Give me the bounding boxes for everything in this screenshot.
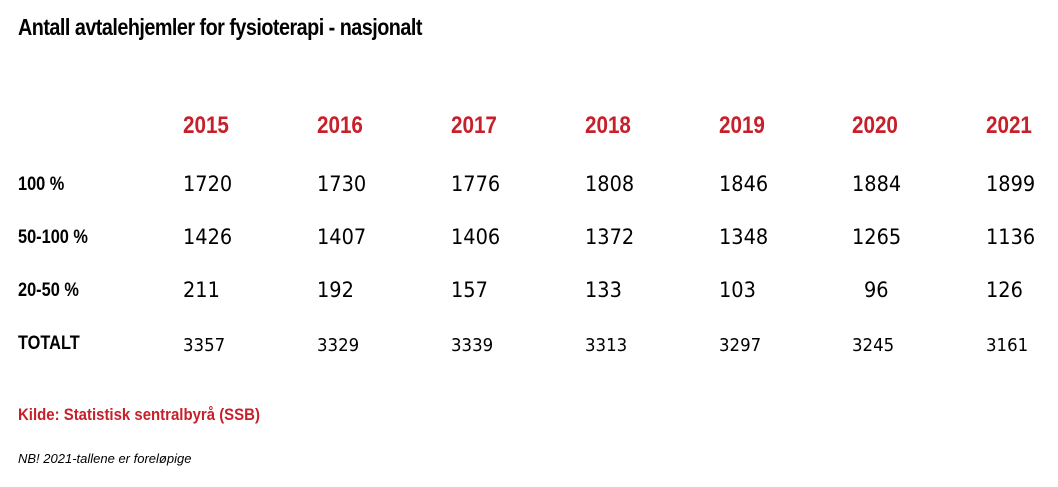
row-label: 100 % <box>18 174 65 195</box>
row-label: 50-100 % <box>18 227 88 248</box>
column-header: 2016 <box>317 112 363 139</box>
source-text: Kilde: Statistisk sentralbyrå (SSB) <box>18 405 260 424</box>
note-text: NB! 2021-tallene er foreløpige <box>18 451 192 466</box>
table-cell: 3313 <box>585 335 628 356</box>
table-cell: 1265 <box>852 225 902 249</box>
table-cell: 1720 <box>183 172 233 196</box>
table-cell: 3297 <box>719 335 762 356</box>
table-cell: 96 <box>864 278 889 302</box>
table-cell: 1884 <box>852 172 902 196</box>
table-cell: 3329 <box>317 335 360 356</box>
table-cell: 1899 <box>986 172 1036 196</box>
table-cell: 1406 <box>451 225 501 249</box>
table-cell: 1372 <box>585 225 635 249</box>
table-cell: 1776 <box>451 172 501 196</box>
table-cell: 3161 <box>986 335 1029 356</box>
table-cell: 3245 <box>852 335 895 356</box>
column-header: 2017 <box>451 112 497 139</box>
table-cell: 133 <box>585 278 622 302</box>
table-cell: 1426 <box>183 225 233 249</box>
column-header: 2018 <box>585 112 631 139</box>
table-cell: 1348 <box>719 225 769 249</box>
table-cell: 1407 <box>317 225 367 249</box>
table-cell: 1730 <box>317 172 367 196</box>
table-cell: 1808 <box>585 172 635 196</box>
table-cell: 211 <box>183 278 220 302</box>
table-cell: 1136 <box>986 225 1036 249</box>
page-title: Antall avtalehjemler for fysioterapi - n… <box>18 14 422 40</box>
column-header: 2015 <box>183 112 229 139</box>
table-cell: 3339 <box>451 335 494 356</box>
table-cell: 1846 <box>719 172 769 196</box>
column-header: 2020 <box>852 112 898 139</box>
table-cell: 3357 <box>183 335 226 356</box>
table-cell: 126 <box>986 278 1023 302</box>
column-header: 2021 <box>986 112 1032 139</box>
table-cell: 157 <box>451 278 488 302</box>
table-cell: 103 <box>719 278 756 302</box>
table-cell: 192 <box>317 278 354 302</box>
row-label: 20-50 % <box>18 280 79 301</box>
row-label: TOTALT <box>18 333 80 354</box>
column-header: 2019 <box>719 112 765 139</box>
